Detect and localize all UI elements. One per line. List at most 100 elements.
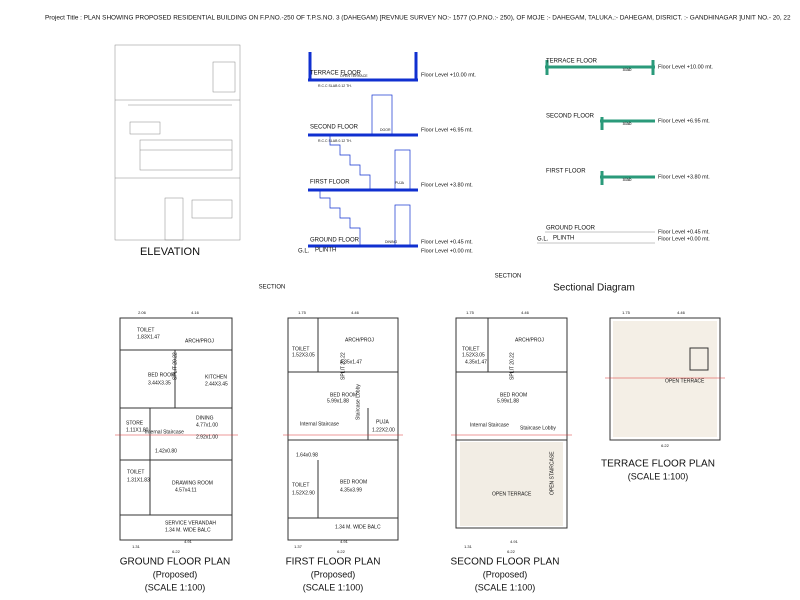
room-label: Internal Staircase xyxy=(145,429,184,435)
dimension: 4.91 xyxy=(340,539,349,544)
floor-label: TERRACE FLOOR xyxy=(310,71,362,77)
plan-title: FIRST FLOOR PLAN xyxy=(286,557,381,568)
dimension: 4.16 xyxy=(191,310,200,315)
dimension: 4.91 xyxy=(510,539,519,544)
room-label: SPLIT 20.22 xyxy=(172,352,178,380)
dimension: 1.75 xyxy=(622,310,631,315)
section-note: DINING xyxy=(385,240,398,244)
plan-scale: (SCALE 1:100) xyxy=(475,582,536,592)
floor-level: Floor Level +10.00 mt. xyxy=(421,72,476,78)
section-drawing xyxy=(308,52,418,248)
floor-level: Floor Level +3.80 mt. xyxy=(658,174,710,180)
room-label: 1.11X1.80 xyxy=(126,427,149,433)
dimension: 2.06 xyxy=(138,310,147,315)
dimension: 1.75 xyxy=(466,310,475,315)
floor-label: G.L. xyxy=(298,249,310,255)
room-label: OPEN TERRACE xyxy=(665,378,705,384)
dimension: 4.46 xyxy=(521,310,530,315)
floor-label: GROUND FLOOR xyxy=(310,238,360,244)
floor-label: TERRACE FLOOR xyxy=(546,59,598,65)
room-label: BED ROOM xyxy=(500,392,527,398)
diagram-caption: SECTION xyxy=(495,274,522,280)
room-label: DRAWING ROOM xyxy=(172,480,213,486)
dimension: 1.31 xyxy=(464,544,473,549)
dimension: 4.46 xyxy=(677,310,686,315)
room-label: 1.83X1.47 xyxy=(137,334,160,340)
room-label: 1.52X3.05 xyxy=(462,352,485,358)
dimension: 1.75 xyxy=(298,310,307,315)
plan-title: SECOND FLOOR PLAN xyxy=(451,557,560,568)
floor-label: SECOND FLOOR xyxy=(546,114,595,120)
floor-level: Floor Level +0.45 mt. xyxy=(421,239,473,245)
plan-status: (Proposed) xyxy=(153,569,198,579)
floor-level: Floor Level +6.95 mt. xyxy=(421,127,473,133)
room-label: 1.34 M. WIDE BALC xyxy=(165,527,211,533)
room-label: KITCHEN xyxy=(205,374,227,380)
room-label: DINING xyxy=(196,415,214,421)
room-label: 5.99x1.88 xyxy=(327,398,349,404)
dimension: 6.22 xyxy=(172,549,181,554)
room-label: STORE xyxy=(126,420,144,426)
floor-label: G.L. xyxy=(537,237,549,243)
room-label: SPLIT 20.22 xyxy=(509,352,515,380)
floor-level: Floor Level +0.45 mt. xyxy=(658,229,710,235)
floor-label: PLINTH xyxy=(553,236,574,242)
elevation-drawing xyxy=(114,44,241,241)
floor-label: FIRST FLOOR xyxy=(310,180,350,186)
room-label: TOILET xyxy=(127,469,144,475)
floor-label: SECOND FLOOR xyxy=(310,125,359,131)
section-note: R.C.C SLAB 0.12 TH. xyxy=(318,84,352,88)
room-label: TOILET xyxy=(137,327,154,333)
floor-label: GROUND FLOOR xyxy=(546,226,596,232)
room-label: 4.57x4.11 xyxy=(175,487,197,493)
room-label: 4.35x1.47 xyxy=(340,359,362,365)
room-label: 1.31X1.83 xyxy=(127,477,150,483)
plan-walls xyxy=(115,317,725,541)
dimension: 6.22 xyxy=(661,443,670,448)
elevation-label: ELEVATION xyxy=(140,246,200,258)
room-label: 4.35x1.47 xyxy=(465,359,487,365)
room-label: ARCH/PROJ xyxy=(185,338,214,344)
dimension: 6.22 xyxy=(507,549,516,554)
diagram-label: Sectional Diagram xyxy=(553,283,635,294)
room-label: TOILET xyxy=(462,346,479,352)
floor-level: Floor Level +3.80 mt. xyxy=(421,182,473,188)
plan-scale: (SCALE 1:100) xyxy=(145,582,206,592)
room-label: 1.52X2.90 xyxy=(292,490,315,496)
room-label: SPLIT 20.22 xyxy=(340,352,346,380)
room-label: 3.44X3.35 xyxy=(148,380,171,386)
room-label: 1.34 M. WIDE BALC xyxy=(335,524,381,530)
plan-title: TERRACE FLOOR PLAN xyxy=(601,459,715,470)
plan-status: (Proposed) xyxy=(311,569,356,579)
dimension: 1.37 xyxy=(294,544,303,549)
section-note: R.C.C SLAB 0.12 TH. xyxy=(318,139,352,143)
dimension: 6.22 xyxy=(337,549,346,554)
room-label: 1.42x0.80 xyxy=(155,448,177,454)
room-label: 1.22X2.00 xyxy=(372,427,395,433)
room-label: 5.99x1.88 xyxy=(497,398,519,404)
room-label: Internal Staircase xyxy=(470,422,509,428)
floor-label: FIRST FLOOR xyxy=(546,169,586,175)
floor-level: Floor Level +6.95 mt. xyxy=(658,118,710,124)
room-label: PUJA xyxy=(376,419,389,425)
plan-scale: (SCALE 1:100) xyxy=(628,471,689,481)
room-label: 4.77x1.00 xyxy=(196,422,218,428)
room-label: BED ROOM xyxy=(148,372,175,378)
section-note: PUJA xyxy=(395,181,405,185)
room-label: 1.52X3.05 xyxy=(292,352,315,358)
dimension: 4.91 xyxy=(184,539,193,544)
room-label: 2.44X3.45 xyxy=(205,381,228,387)
dimension: 1.31 xyxy=(132,544,141,549)
plan-scale: (SCALE 1:100) xyxy=(303,582,364,592)
room-label: SERVICE VERANDAH xyxy=(165,520,216,526)
slab-label: Slab xyxy=(622,67,632,72)
sectional-diagram-drawing xyxy=(537,60,655,244)
room-label: 1.64x0.98 xyxy=(296,452,318,458)
floor-level: Floor Level +0.00 mt. xyxy=(658,236,710,242)
project-title: Project Title : PLAN SHOWING PROPOSED RE… xyxy=(45,15,791,22)
room-label: Internal Staircase xyxy=(300,421,339,427)
room-label: OPEN TERRACE xyxy=(492,491,532,497)
room-label: OPEN STAIRCASE xyxy=(549,451,555,495)
section-label: SECTION xyxy=(259,285,286,291)
